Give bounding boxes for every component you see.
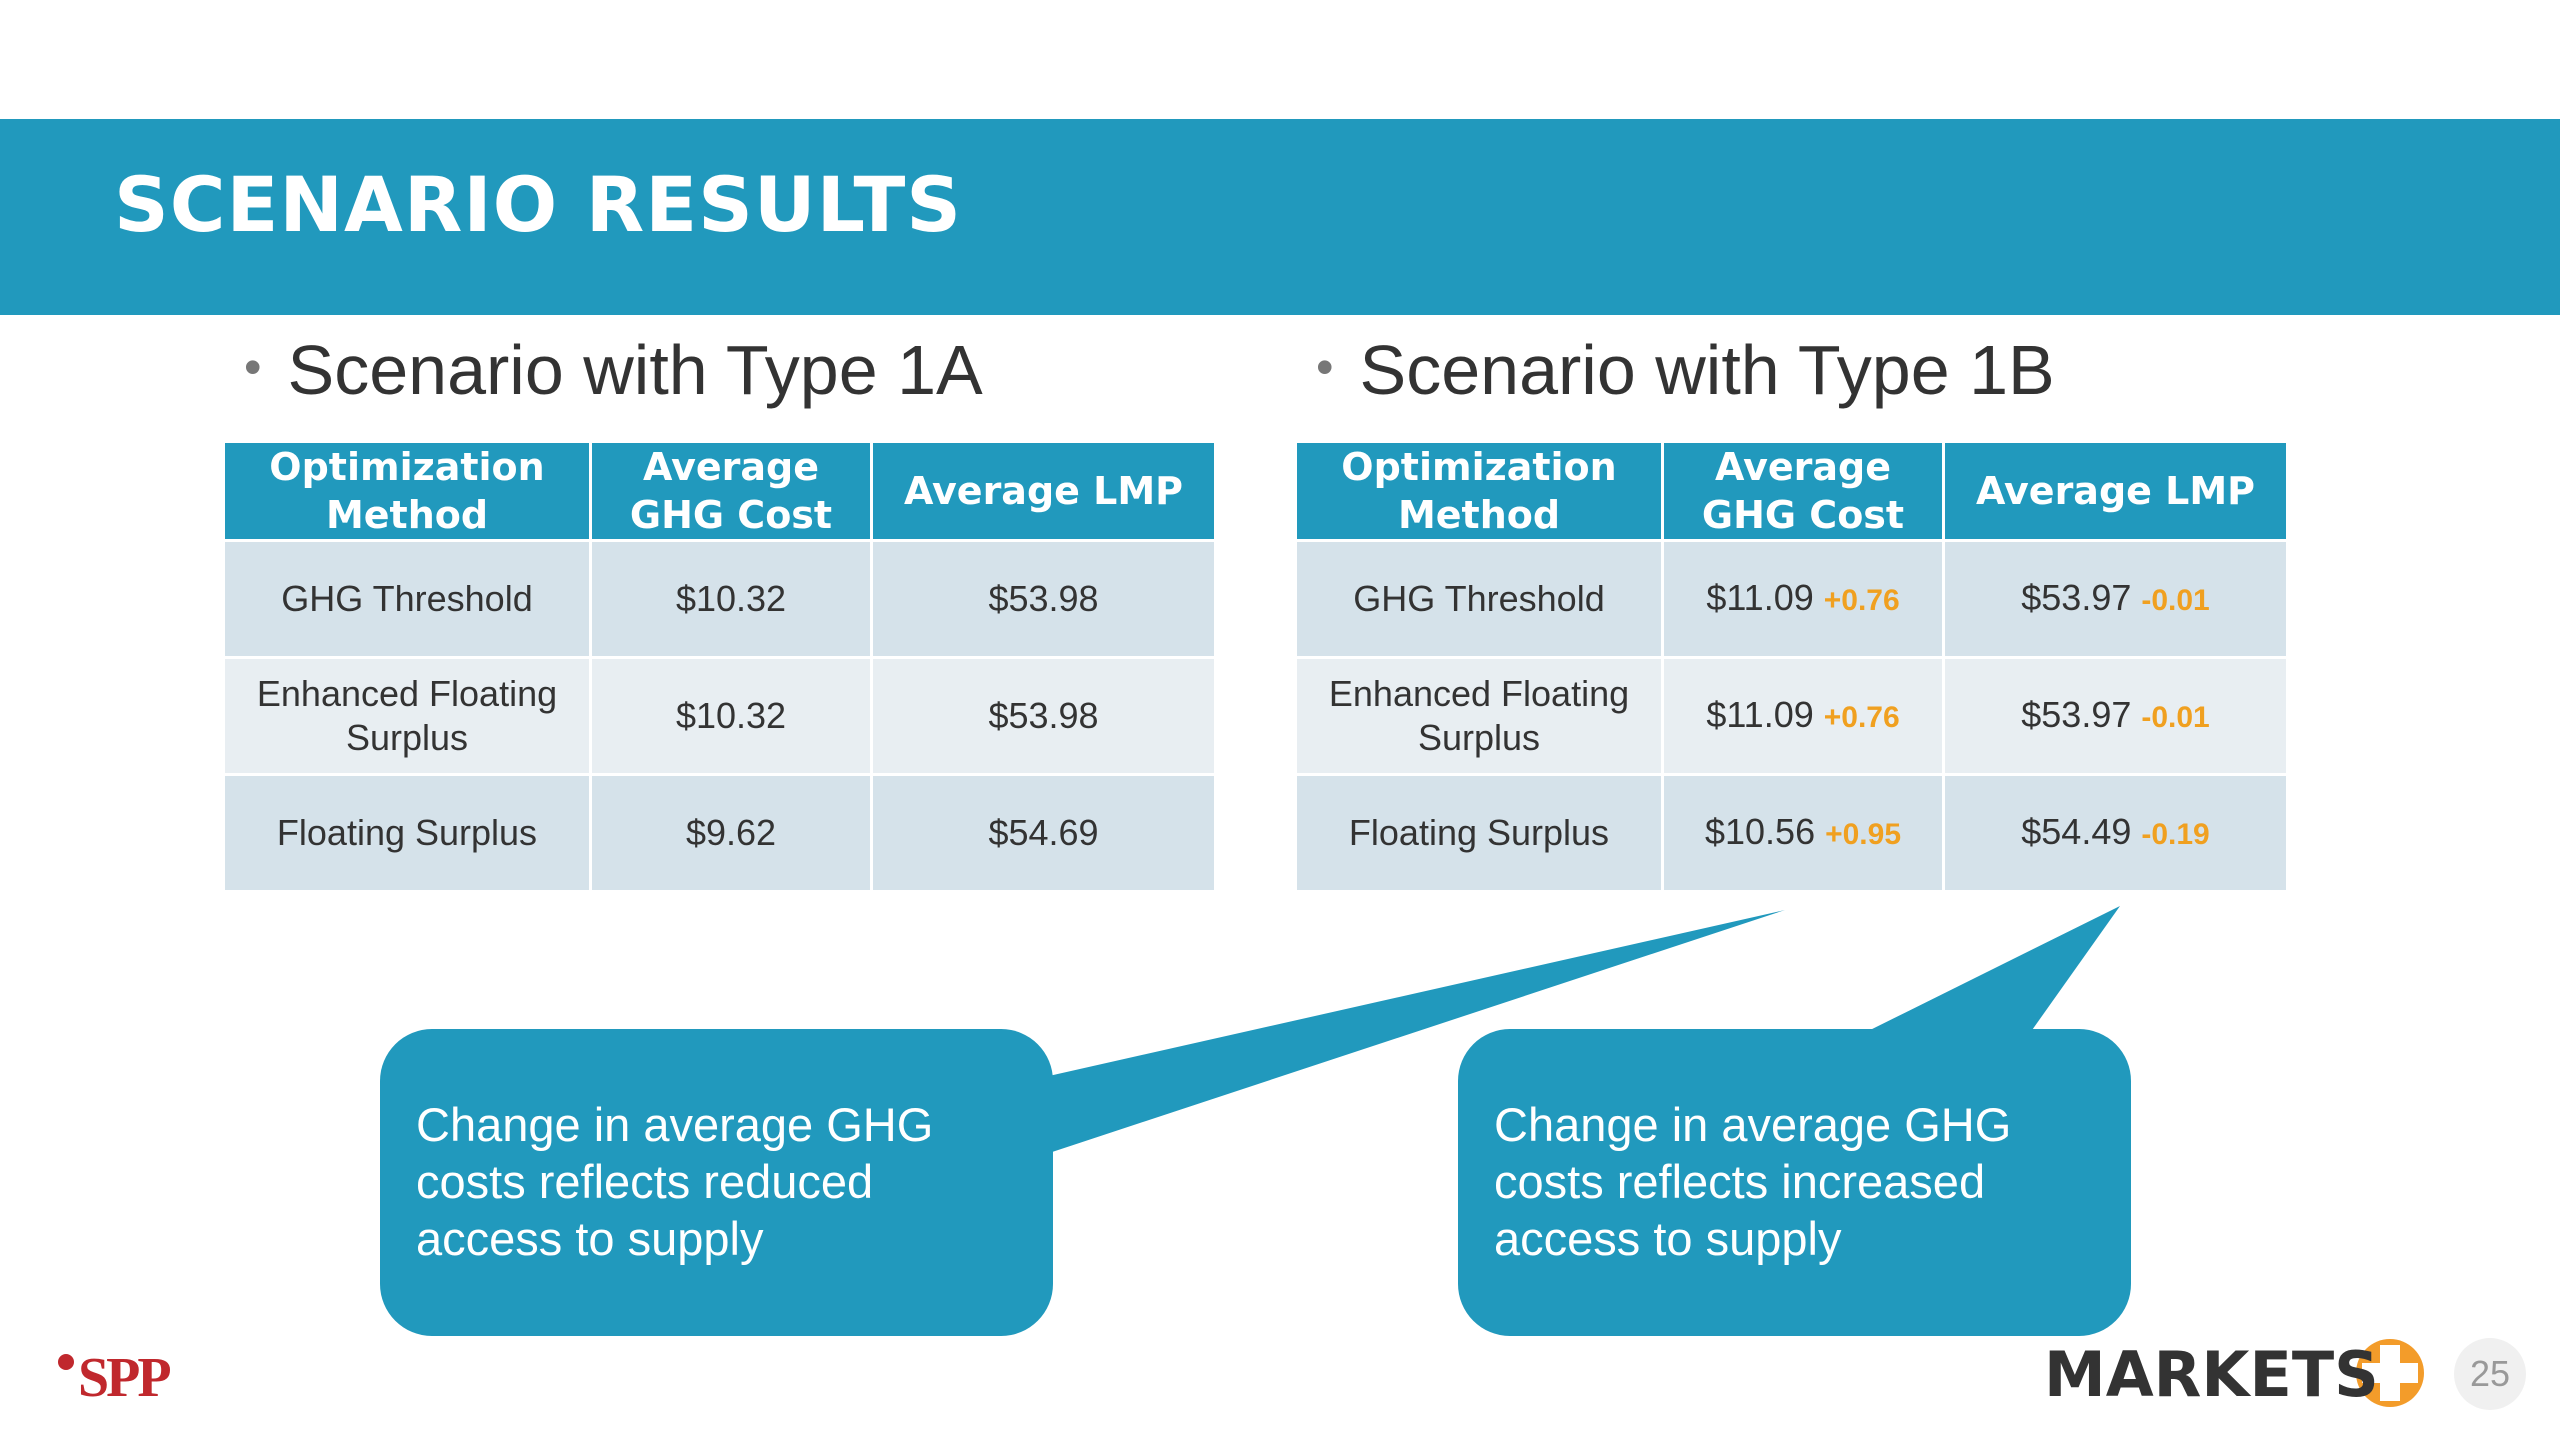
column-header: Average LMP bbox=[873, 443, 1214, 539]
cell-value: $54.69 bbox=[988, 812, 1099, 853]
column-header: Average GHG Cost bbox=[592, 443, 870, 539]
table-cell: Floating Surplus bbox=[225, 776, 589, 890]
cell-value: Floating Surplus bbox=[276, 812, 538, 853]
change-value: -0.01 bbox=[2141, 583, 2210, 617]
table-cell: Floating Surplus bbox=[1297, 776, 1661, 890]
header-row: Optimization Method Average GHG Cost Avera… bbox=[225, 443, 1214, 539]
column-header: Optimization Method bbox=[225, 443, 589, 539]
header-row: Optimization Method Average GHG Cost Avera… bbox=[1297, 443, 2286, 539]
cell-value: GHG Threshold bbox=[281, 578, 533, 619]
table-cell: $53.97 -0.01 bbox=[1945, 659, 2286, 773]
cell-value: $53.98 bbox=[988, 578, 1099, 619]
results-table: Optimization Method Average GHG Cost Avera… bbox=[222, 440, 1217, 893]
page-number: 25 bbox=[2454, 1338, 2526, 1410]
table-cell: $53.98 bbox=[873, 659, 1214, 773]
change-value: -0.01 bbox=[2141, 700, 2210, 734]
table-cell: $11.09 +0.76 bbox=[1664, 542, 1942, 656]
cell-value: Floating Surplus bbox=[1348, 812, 1610, 853]
table-row: GHG Threshold $10.32 $53.98 bbox=[225, 542, 1214, 656]
results-table: Optimization Method Average GHG Cost Avera… bbox=[1294, 440, 2289, 893]
cell-value: $53.97 bbox=[2021, 693, 2132, 735]
callout-text: Change in average GHG costs reflects red… bbox=[416, 1098, 934, 1265]
table-cell: Enhanced Floating Surplus bbox=[1297, 659, 1661, 773]
cell-value: $10.56 bbox=[1704, 810, 1816, 852]
table-cell: $11.09 +0.76 bbox=[1664, 659, 1942, 773]
table-row: Enhanced Floating Surplus $10.32 $53.98 bbox=[225, 659, 1214, 773]
table-cell: $54.69 bbox=[873, 776, 1214, 890]
table-row: Enhanced Floating Surplus $11.09 +0.76 $53.… bbox=[1297, 659, 2286, 773]
table-cell: $10.32 bbox=[592, 659, 870, 773]
table-row: GHG Threshold $11.09 +0.76 $53.97 -0.01 bbox=[1297, 542, 2286, 656]
spp-logo: SPP bbox=[78, 1347, 172, 1409]
cell-value: $11.09 bbox=[1706, 576, 1814, 618]
header-band bbox=[0, 119, 2560, 315]
table-row: Floating Surplus $9.62 $54.69 bbox=[225, 776, 1214, 890]
table-cell: $10.32 bbox=[592, 542, 870, 656]
markets-logo: MARKETS bbox=[2044, 1338, 2379, 1411]
table-cell: $9.62 bbox=[592, 776, 870, 890]
cell-value: $53.98 bbox=[988, 695, 1099, 736]
callout-tail bbox=[1040, 910, 1785, 1156]
section-heading: Scenario with Type 1B bbox=[1316, 330, 2055, 410]
table-row: Floating Surplus $10.56 +0.95 $54.49 -0.19 bbox=[1297, 776, 2286, 890]
callout-box bbox=[1458, 1029, 2131, 1336]
table-cell: GHG Threshold bbox=[1297, 542, 1661, 656]
cell-value: $10.32 bbox=[675, 695, 787, 736]
cell-value: $9.62 bbox=[685, 812, 777, 853]
change-value: +0.95 bbox=[1825, 817, 1902, 851]
cell-value: Enhanced Floating Surplus bbox=[256, 673, 558, 758]
column-header: Optimization Method bbox=[1297, 443, 1661, 539]
cell-value: GHG Threshold bbox=[1353, 578, 1605, 619]
slide-title: SCENARIO RESULTS bbox=[114, 160, 963, 249]
cell-value: $11.09 bbox=[1706, 693, 1814, 735]
spp-logo-dot bbox=[58, 1354, 74, 1370]
change-value: +0.76 bbox=[1823, 700, 1900, 734]
callout-box bbox=[380, 1029, 1053, 1336]
cell-value: $53.97 bbox=[2021, 576, 2132, 618]
table-cell: $53.97 -0.01 bbox=[1945, 542, 2286, 656]
table-cell: GHG Threshold bbox=[225, 542, 589, 656]
change-value: +0.76 bbox=[1823, 583, 1900, 617]
cell-value: Enhanced Floating Surplus bbox=[1328, 673, 1630, 758]
column-header: Average GHG Cost bbox=[1664, 443, 1942, 539]
cell-value: $54.49 bbox=[2021, 810, 2132, 852]
table-cell: Enhanced Floating Surplus bbox=[225, 659, 589, 773]
table-cell: $53.98 bbox=[873, 542, 1214, 656]
section-heading: Scenario with Type 1A bbox=[244, 330, 983, 410]
cell-value: $10.32 bbox=[675, 578, 787, 619]
change-value: -0.19 bbox=[2141, 817, 2210, 851]
table-cell: $54.49 -0.19 bbox=[1945, 776, 2286, 890]
callout-text: Change in average GHG costs reflects inc… bbox=[1494, 1098, 2012, 1265]
table-cell: $10.56 +0.95 bbox=[1664, 776, 1942, 890]
callout-tail bbox=[1850, 906, 2120, 1040]
logo-plus bbox=[2362, 1363, 2418, 1383]
column-header: Average LMP bbox=[1945, 443, 2286, 539]
